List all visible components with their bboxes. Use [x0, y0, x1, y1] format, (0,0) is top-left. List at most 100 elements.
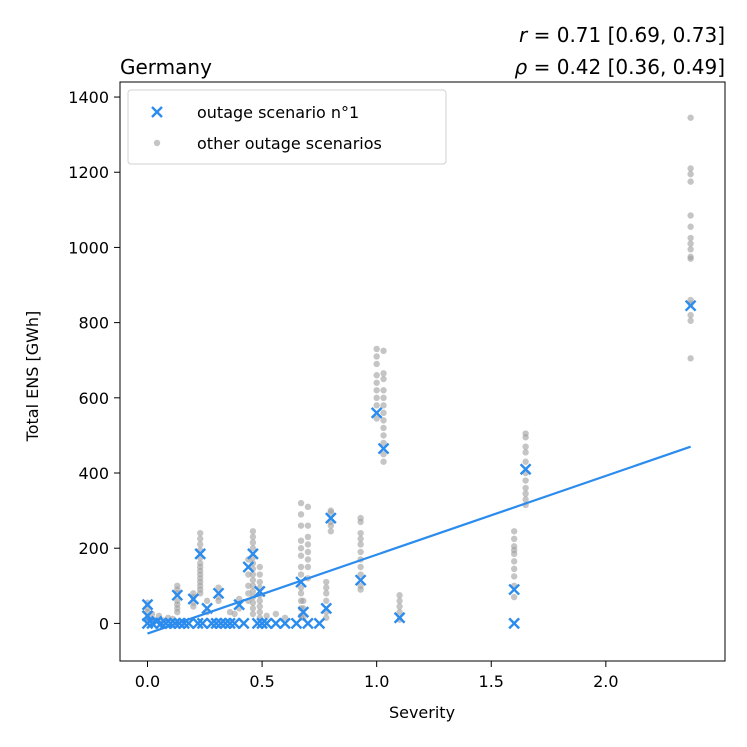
scenario-1-point	[159, 617, 172, 630]
other-scenario-point	[174, 608, 181, 616]
spearman-rho-text: = 0.42 [0.36, 0.49]	[527, 55, 725, 79]
scenario-1-point	[205, 617, 218, 630]
scenario-1-point	[242, 561, 255, 573]
other-scenario-point	[687, 355, 694, 362]
other-scenario-point	[687, 255, 694, 262]
series-outage-scenario-1	[141, 299, 697, 630]
other-scenario-point	[256, 571, 263, 578]
other-scenario-point	[197, 529, 204, 537]
other-scenario-point	[687, 234, 694, 242]
legend-label-outage-scenario-1: outage scenario n°1	[197, 103, 359, 122]
x-tick-label: 1.0	[364, 672, 389, 691]
axes-layer: 0.0 0.5 1.0 1.5 2.0 0 200 400 600 800 1000 1200 1400	[68, 81, 726, 691]
other-scenario-point	[323, 590, 330, 597]
scenario-1-point	[214, 617, 227, 630]
other-scenario-point	[197, 535, 204, 543]
other-scenario-point	[687, 240, 694, 247]
other-scenario-point	[297, 499, 305, 507]
other-scenario-point	[380, 370, 387, 377]
other-scenario-point	[687, 165, 694, 172]
y-tick-label: 600	[78, 389, 109, 408]
other-scenario-point	[256, 563, 263, 571]
other-scenario-point	[510, 565, 518, 573]
other-scenario-point	[687, 317, 694, 324]
other-scenario-point	[373, 394, 380, 402]
spearman-rho-stat: ρ = 0.42 [0.36, 0.49]	[515, 55, 725, 79]
scenario-1-point	[279, 617, 291, 630]
scenario-1-point	[295, 576, 307, 588]
spearman-rho-symbol: ρ	[515, 55, 528, 79]
scenario-1-point	[219, 617, 232, 630]
other-scenario-point	[357, 518, 364, 526]
other-scenario-point	[215, 597, 222, 605]
title-layer: Germany r = 0.71 [0.69, 0.73] ρ = 0.42 […	[120, 23, 725, 79]
scenario-1-point	[297, 606, 310, 618]
other-scenario-point	[297, 590, 305, 597]
other-scenario-point	[380, 387, 387, 394]
other-scenario-point	[323, 578, 330, 586]
legend: outage scenario n°1 other outage scenari…	[127, 89, 447, 165]
other-scenario-point	[256, 603, 263, 610]
scenario-1-point	[182, 617, 195, 630]
other-scenario-point	[396, 603, 403, 610]
other-scenario-point	[249, 605, 257, 612]
other-scenario-point	[380, 394, 387, 402]
other-scenario-point	[357, 571, 364, 578]
scenario-1-point	[302, 617, 314, 630]
other-scenario-point	[304, 556, 312, 563]
scenario-1-point	[313, 617, 326, 630]
other-scenario-point	[380, 409, 387, 417]
other-scenario-point	[522, 477, 529, 484]
other-scenario-point	[522, 458, 529, 465]
scenario-1-point	[210, 617, 223, 630]
scenario-1-point	[354, 574, 367, 587]
x-tick-label: 0.0	[135, 672, 160, 691]
x-tick-label: 2.0	[593, 672, 618, 691]
other-scenario-point	[373, 402, 380, 409]
scenario-1-point	[233, 598, 246, 611]
scenario-1-point	[237, 617, 250, 630]
other-scenario-point	[510, 558, 518, 565]
scenario-1-point	[169, 617, 181, 630]
other-scenario-point	[327, 522, 335, 529]
other-scenario-point	[687, 212, 694, 219]
other-scenario-point	[297, 563, 305, 571]
scenario-1-point	[253, 585, 266, 598]
other-scenario-point	[304, 503, 312, 511]
other-scenario-point	[522, 490, 529, 497]
other-scenario-point	[249, 610, 257, 618]
other-scenario-point	[249, 528, 257, 535]
other-scenario-point	[687, 114, 694, 121]
y-axis-label: Total ENS [GWh]	[23, 311, 42, 443]
other-scenario-point	[396, 608, 403, 616]
pearson-r-text: = 0.71 [0.69, 0.73]	[527, 23, 725, 47]
other-scenario-point	[304, 533, 312, 541]
legend-x-marker-icon	[151, 106, 163, 118]
other-scenario-point	[510, 550, 518, 558]
other-scenario-point	[522, 434, 529, 441]
other-scenario-point	[249, 545, 257, 552]
scenario-1-point	[269, 617, 282, 630]
other-scenario-point	[357, 529, 364, 537]
scenario-1-point	[212, 587, 225, 600]
scenario-1-point	[324, 512, 337, 524]
other-scenario-point	[249, 599, 257, 606]
other-scenario-point	[245, 571, 252, 578]
y-tick-label: 1200	[68, 163, 109, 182]
other-scenario-point	[373, 415, 380, 422]
other-scenario-point	[323, 584, 330, 591]
scenario-1-point	[508, 583, 521, 596]
other-scenario-point	[357, 541, 364, 548]
other-scenario-point	[245, 582, 252, 590]
scenario-1-point	[173, 617, 186, 630]
other-scenario-point	[297, 537, 305, 544]
y-tick-label: 800	[78, 314, 109, 333]
other-scenario-point	[215, 584, 222, 591]
other-scenario-point	[687, 246, 694, 253]
other-scenario-point	[373, 360, 380, 368]
other-scenario-point	[256, 578, 263, 586]
other-scenario-point	[687, 178, 694, 185]
scenario-1-point	[519, 463, 532, 476]
